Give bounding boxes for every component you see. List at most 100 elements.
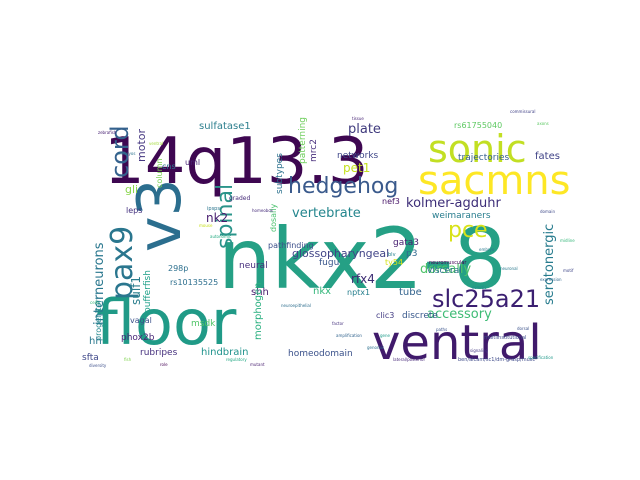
word-cloud-word: motor <box>135 129 148 162</box>
word-cloud-word: pce <box>448 218 488 243</box>
word-cloud-word: hindbrain <box>201 347 249 358</box>
word-cloud-word: mouse <box>199 223 213 228</box>
word-cloud-word: nk2 <box>206 211 228 225</box>
word-cloud-word: fish <box>124 357 132 362</box>
word-cloud-word: pax9 <box>105 226 140 300</box>
word-cloud-word: pufferfish <box>143 270 153 313</box>
word-cloud-word: networks <box>337 151 379 161</box>
word-cloud-word: ventral <box>149 141 163 146</box>
word-cloud-word: ventral <box>372 315 542 371</box>
word-cloud-word: expression <box>540 277 562 282</box>
word-cloud-word: vagal <box>130 316 152 325</box>
word-cloud-word: regulatory <box>226 357 247 362</box>
word-cloud-word: amplification <box>336 333 362 338</box>
word-cloud-word: ipsps <box>207 206 220 212</box>
word-cloud-word: graded <box>229 195 250 202</box>
word-cloud-word: weimaraners <box>432 211 491 221</box>
word-cloud-word: zebrafish <box>98 130 117 135</box>
word-cloud-word: neuromuscular <box>429 260 467 266</box>
word-cloud-word: embryos <box>118 151 135 156</box>
word-cloud-word: nef3 <box>382 197 400 206</box>
word-cloud-word: floor <box>96 286 237 359</box>
word-cloud-word: midline <box>560 238 575 243</box>
word-cloud-word: rs10135525 <box>170 278 218 287</box>
word-cloud-word: subtypes <box>275 153 285 194</box>
word-cloud-word: cells <box>90 300 99 305</box>
word-cloud-word: morphogen <box>253 282 264 340</box>
word-cloud-word: gata3 <box>393 238 419 248</box>
word-cloud-word: mutant <box>250 362 265 367</box>
word-cloud-word: dorsal <box>517 326 529 331</box>
word-cloud-word: pet1 <box>343 161 370 175</box>
word-cloud-word: sulfatase1 <box>199 121 251 132</box>
word-cloud-word: serotonergic <box>542 224 557 305</box>
word-cloud-word: pathfinding <box>268 241 314 250</box>
word-cloud-word: lateral/posterior <box>393 357 425 362</box>
word-cloud-word: tissue <box>352 116 364 121</box>
word-cloud-word: rfx4 <box>351 272 375 286</box>
word-cloud-word: column <box>155 159 164 188</box>
word-cloud-word: clic3 <box>376 311 394 320</box>
word-cloud-word: neuroepithelial <box>281 303 311 308</box>
word-cloud-word: ben/alcam/sc1/dm-grasp/musc <box>458 357 535 363</box>
word-cloud-word: cord <box>106 125 134 178</box>
word-cloud-word: mrc2 <box>309 139 319 162</box>
word-cloud-word: homeobox <box>252 208 274 213</box>
word-cloud-word: axons <box>537 121 549 126</box>
word-cloud-word: domain <box>540 209 555 214</box>
word-cloud-word: vertebrate <box>292 206 361 221</box>
word-cloud-word: 298p <box>168 264 188 273</box>
word-cloud-word: v3 <box>125 178 195 252</box>
word-cloud-word: dosally <box>269 204 278 232</box>
word-cloud-word: fugu <box>319 258 339 268</box>
word-cloud-word: ty54 <box>385 258 403 267</box>
word-cloud-word: sulf1 <box>129 276 143 305</box>
word-cloud-word: sacmns <box>418 158 571 204</box>
word-cloud-word: motif <box>563 268 574 273</box>
word-cloud-word: phox2b <box>121 333 155 343</box>
word-cloud-word: nptx1 <box>347 288 370 297</box>
word-cloud-word: paths <box>436 327 447 332</box>
word-cloud-word: nkx2-8 <box>218 210 507 308</box>
word-cloud-word: signaling <box>470 348 488 353</box>
word-cloud-word: spinal <box>213 184 238 249</box>
word-cloud-word: commissural <box>510 109 535 114</box>
word-cloud-word: shh <box>251 287 269 298</box>
word-cloud-word: msdk <box>191 319 216 329</box>
word-cloud-word: fates <box>535 151 560 162</box>
word-cloud-word: p3 <box>406 249 417 259</box>
word-cloud-word: uml <box>185 158 200 167</box>
word-cloud-word: dorsally <box>420 262 472 277</box>
word-cloud-word: rubripes <box>140 348 178 358</box>
word-cloud-word: leps <box>126 206 142 215</box>
word-cloud-word: hh <box>89 336 102 347</box>
word-cloud-word: autonomic <box>210 234 231 239</box>
word-cloud-word: multiinstitutional <box>484 335 526 341</box>
word-cloud-word: patterning <box>298 117 308 164</box>
word-cloud-word: embryo <box>479 247 495 252</box>
word-cloud-word: sonic <box>428 127 527 171</box>
word-cloud-word: role <box>160 362 168 367</box>
word-cloud-word: factor <box>332 321 344 326</box>
word-cloud-word: gli <box>125 183 138 196</box>
word-cloud-word: specification <box>528 355 554 360</box>
word-cloud-word: glossopharyngeal <box>292 247 389 260</box>
word-cloud-word: progenitor <box>94 299 103 341</box>
word-cloud-word: nkx <box>313 286 331 297</box>
word-cloud-word: tube <box>399 287 422 298</box>
word-cloud-word: 14q13.3 <box>104 125 369 199</box>
word-cloud-word: rs61755040 <box>454 121 502 130</box>
word-cloud-word: slc25a21 <box>432 285 540 313</box>
word-cloud-word: homeodomain <box>288 349 353 359</box>
word-cloud-word: neural <box>239 261 268 271</box>
word-cloud-word: neuronal <box>500 266 518 271</box>
word-cloud-word: genomic <box>367 345 384 350</box>
word-cloud-word: hedgehog <box>288 174 398 199</box>
word-cloud-word: cns <box>162 162 176 171</box>
word-cloud-word: blv <box>388 252 396 258</box>
word-cloud-word: somitic <box>472 285 486 290</box>
word-cloud-word: visceral <box>427 266 462 276</box>
word-cloud-word: sfta <box>82 353 99 363</box>
word-cloud-word: gene <box>380 333 391 338</box>
